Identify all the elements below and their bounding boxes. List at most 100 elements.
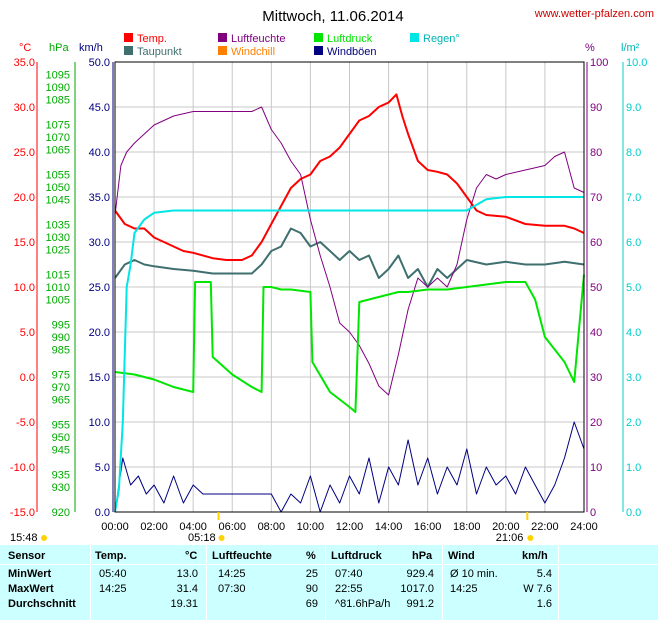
series-lines bbox=[114, 93, 585, 513]
header-temp-unit: °C bbox=[185, 550, 198, 562]
tick-pressure: 1090 bbox=[46, 82, 70, 94]
tick-humidity: 90 bbox=[590, 102, 602, 114]
tick-pressure: 920 bbox=[52, 507, 70, 519]
legend-label-temp: Temp. bbox=[137, 33, 167, 45]
tick-temp: 15.0 bbox=[14, 237, 35, 249]
plot-frame bbox=[114, 61, 585, 513]
tick-pressure: 1055 bbox=[46, 170, 70, 182]
tick-x: 10:00 bbox=[297, 521, 325, 533]
weather-chart: Mittwoch, 11.06.2014 www.wetter-pfalzen.… bbox=[10, 8, 654, 544]
tick-pressure: 1025 bbox=[46, 245, 70, 257]
legend-swatch-regen bbox=[410, 33, 419, 42]
tick-pressure: 995 bbox=[52, 320, 70, 332]
unit-humidity: % bbox=[585, 42, 595, 54]
stat-label: Durchschnitt bbox=[8, 598, 76, 610]
stats-divider bbox=[0, 564, 658, 565]
tick-humidity: 40 bbox=[590, 327, 602, 339]
tick-pressure: 1010 bbox=[46, 282, 70, 294]
unit-temp: °C bbox=[19, 42, 31, 54]
tick-rain: 4.0 bbox=[626, 327, 641, 339]
stat-hum_val: 25 bbox=[305, 568, 318, 580]
tick-temp: -15.0 bbox=[10, 507, 35, 519]
stat-hum_time: 07:30 bbox=[218, 583, 246, 595]
stat-pres_time: ^81.6hPa/h bbox=[335, 598, 391, 610]
tick-wind: 30.0 bbox=[89, 237, 110, 249]
tick-pressure: 1070 bbox=[46, 132, 70, 144]
tick-wind: 45.0 bbox=[89, 102, 110, 114]
series-taupunkt bbox=[114, 227, 585, 288]
tick-wind: 0.0 bbox=[95, 507, 110, 519]
tick-rain: 8.0 bbox=[626, 147, 641, 159]
tick-x: 06:00 bbox=[218, 521, 246, 533]
tick-humidity: 0 bbox=[590, 507, 596, 519]
stats-divider bbox=[325, 545, 326, 620]
sun-icon bbox=[41, 535, 47, 541]
axis-units: °C hPa km/h% l/m² bbox=[19, 42, 640, 54]
tick-temp: 25.0 bbox=[14, 147, 35, 159]
tick-rain: 10.0 bbox=[626, 57, 647, 69]
stat-pres_val: 991.2 bbox=[406, 598, 434, 610]
tick-x: 24:00 bbox=[570, 521, 598, 533]
tick-x: 20:00 bbox=[492, 521, 520, 533]
tick-pressure: 955 bbox=[52, 420, 70, 432]
legend-label-regen: Regen° bbox=[423, 33, 460, 45]
gridlines bbox=[114, 61, 585, 513]
unit-pressure: hPa bbox=[49, 42, 69, 54]
tick-rain: 1.0 bbox=[626, 462, 641, 474]
sun-icon bbox=[218, 535, 225, 541]
tick-wind: 25.0 bbox=[89, 282, 110, 294]
legend-label-windchill: Windchill bbox=[231, 46, 275, 58]
axis-ticks: 35.0 30.0 25.0 20.0 15.0 10.0 5.0 0.0 -5.0 -10.0 -… bbox=[10, 57, 648, 533]
tick-x: 00:00 bbox=[101, 521, 129, 533]
series-luftdruck bbox=[114, 274, 585, 413]
tick-x: 16:00 bbox=[414, 521, 442, 533]
site-link[interactable]: www.wetter-pfalzen.com bbox=[534, 8, 654, 20]
sunset-label: 21:06 bbox=[496, 532, 524, 544]
header-feuchte: Luftfeuchte bbox=[212, 550, 272, 562]
series-luftfeuchte bbox=[114, 106, 585, 396]
tick-rain: 3.0 bbox=[626, 372, 641, 384]
tick-pressure: 985 bbox=[52, 345, 70, 357]
tick-pressure: 970 bbox=[52, 382, 70, 394]
sun-markers: 15:48 05:18 21:06 bbox=[10, 512, 534, 544]
header-wind-unit: km/h bbox=[522, 550, 548, 562]
stats-divider bbox=[558, 545, 559, 620]
legend-label-luftfeuchte: Luftfeuchte bbox=[231, 33, 285, 45]
tick-pressure: 950 bbox=[52, 432, 70, 444]
stat-label: MinWert bbox=[8, 568, 52, 580]
header-sensor: Sensor bbox=[8, 550, 46, 562]
tick-humidity: 60 bbox=[590, 237, 602, 249]
tick-pressure: 930 bbox=[52, 482, 70, 494]
tick-pressure: 1075 bbox=[46, 120, 70, 132]
stat-pres_val: 1017.0 bbox=[400, 583, 434, 595]
tick-pressure: 1035 bbox=[46, 220, 70, 232]
tick-pressure: 975 bbox=[52, 370, 70, 382]
tick-rain: 6.0 bbox=[626, 237, 641, 249]
tick-pressure: 990 bbox=[52, 332, 70, 344]
tick-wind: 15.0 bbox=[89, 372, 110, 384]
tick-wind: 40.0 bbox=[89, 147, 110, 159]
tick-temp: 30.0 bbox=[14, 102, 35, 114]
tick-humidity: 100 bbox=[590, 57, 608, 69]
tick-wind: 50.0 bbox=[89, 57, 110, 69]
legend-label-windboeen: Windböen bbox=[327, 46, 377, 58]
tick-humidity: 70 bbox=[590, 192, 602, 204]
tick-wind: 5.0 bbox=[95, 462, 110, 474]
header-temp: Temp. bbox=[95, 550, 127, 562]
tick-humidity: 20 bbox=[590, 417, 602, 429]
stat-pres_time: 22:55 bbox=[335, 583, 363, 595]
tick-pressure: 1015 bbox=[46, 270, 70, 282]
stats-divider bbox=[206, 545, 207, 620]
tick-pressure: 1095 bbox=[46, 70, 70, 82]
stat-temp_val: 31.4 bbox=[176, 583, 198, 595]
tick-humidity: 80 bbox=[590, 147, 602, 159]
tick-pressure: 945 bbox=[52, 445, 70, 457]
legend-swatch-windchill bbox=[218, 46, 227, 55]
series-regen bbox=[114, 196, 584, 513]
tick-x: 08:00 bbox=[258, 521, 286, 533]
stat-pres_time: 07:40 bbox=[335, 568, 363, 580]
tick-x: 12:00 bbox=[336, 521, 364, 533]
stat-label: MaxWert bbox=[8, 583, 54, 595]
tick-temp: -10.0 bbox=[10, 462, 35, 474]
